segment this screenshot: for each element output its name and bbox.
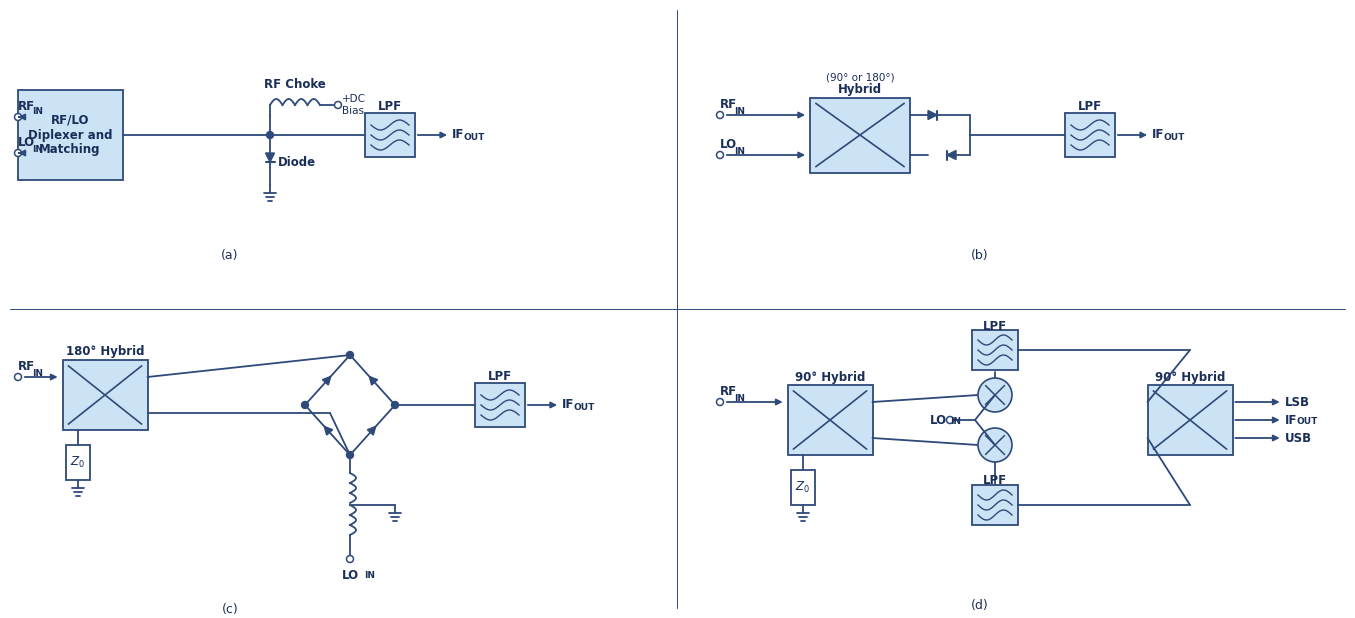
Bar [65,444,89,480]
Circle shape [717,151,724,158]
Text: (90° or 180°): (90° or 180°) [825,72,894,82]
Text: IN: IN [33,145,43,154]
Text: LO: LO [930,413,947,426]
Bar [1065,113,1115,157]
Circle shape [267,132,274,138]
Text: RF: RF [720,385,737,398]
Circle shape [347,556,354,562]
Circle shape [15,373,22,381]
Bar [972,485,1018,525]
Text: IN: IN [364,571,375,580]
Text: (d): (d) [972,598,989,611]
Text: RF: RF [18,360,35,373]
Bar [62,360,148,430]
Text: 180° Hybrid: 180° Hybrid [66,345,144,358]
Text: LO: LO [720,138,737,151]
Bar [972,330,1018,370]
Circle shape [347,352,354,358]
Circle shape [717,111,724,119]
Bar [364,113,415,157]
Text: IN: IN [734,394,745,403]
Circle shape [302,402,309,408]
Polygon shape [370,376,378,385]
Text: RF: RF [18,100,35,113]
Text: (a): (a) [221,248,238,261]
Text: LPF: LPF [378,101,402,114]
Circle shape [335,101,341,109]
Text: 90° Hybrid: 90° Hybrid [795,371,866,384]
Text: IN: IN [950,418,961,426]
Text: IF: IF [1152,129,1164,142]
Text: IN: IN [33,107,43,116]
Polygon shape [324,426,332,435]
Text: USB: USB [1285,431,1312,444]
Polygon shape [367,426,375,435]
Text: $Z_0$: $Z_0$ [795,480,810,494]
Polygon shape [322,376,331,385]
Polygon shape [928,111,938,119]
Bar [1148,385,1233,455]
Text: LPF: LPF [1079,101,1102,114]
Bar [476,383,524,427]
Text: LO: LO [341,569,359,582]
Text: IF: IF [562,399,575,412]
Text: OUT: OUT [575,402,595,412]
Text: OUT: OUT [463,132,485,142]
Text: OUT: OUT [1297,418,1318,426]
Text: LPF: LPF [982,475,1007,488]
Bar [810,98,911,172]
Polygon shape [266,153,275,162]
Circle shape [947,417,954,423]
Text: RF: RF [720,98,737,111]
Text: LPF: LPF [982,320,1007,332]
Text: OUT: OUT [1164,132,1186,142]
Circle shape [978,378,1012,412]
Bar [18,90,122,180]
Text: Diode: Diode [278,156,316,169]
Bar [787,385,873,455]
Text: LPF: LPF [488,371,512,384]
Polygon shape [947,151,957,159]
Text: RF/LO
Diplexer and
Matching: RF/LO Diplexer and Matching [27,114,112,156]
Circle shape [347,452,354,459]
Bar [790,470,814,504]
Text: IN: IN [734,107,745,116]
Circle shape [15,150,22,156]
Text: RF Choke: RF Choke [264,78,325,91]
Text: (b): (b) [972,248,989,261]
Text: +DC
Bias: +DC Bias [341,94,366,116]
Text: IF: IF [1285,413,1297,426]
Text: IN: IN [734,147,745,156]
Text: Hybrid: Hybrid [837,83,882,96]
Circle shape [392,402,398,408]
Text: (c): (c) [222,604,238,617]
Text: $Z_0$: $Z_0$ [70,454,85,470]
Circle shape [978,428,1012,462]
Text: LO: LO [18,136,35,149]
Text: 90° Hybrid: 90° Hybrid [1154,371,1225,384]
Circle shape [717,399,724,405]
Text: IF: IF [453,129,465,142]
Circle shape [15,114,22,121]
Text: IN: IN [33,369,43,378]
Text: LSB: LSB [1285,396,1309,408]
